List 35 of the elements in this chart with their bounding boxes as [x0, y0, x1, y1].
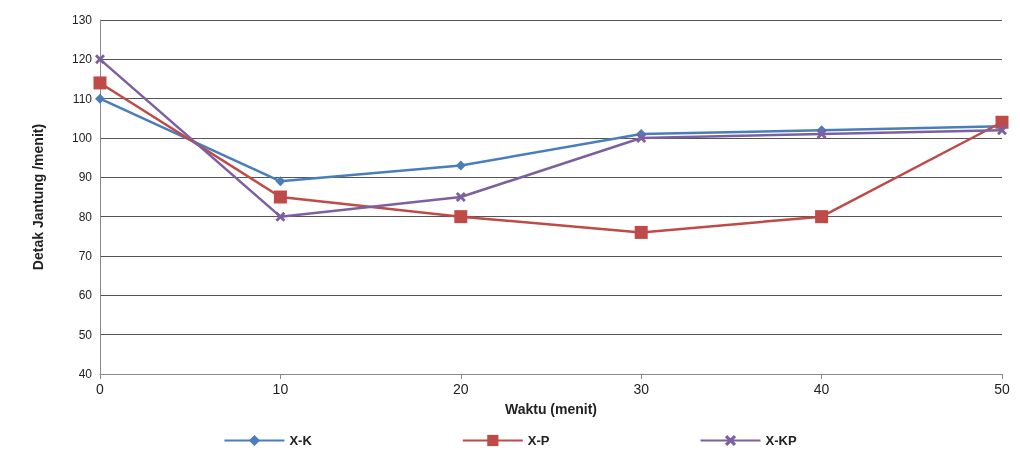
x-tick-label: 50 — [994, 381, 1010, 397]
point — [95, 93, 105, 104]
x-axis-title: Waktu (menit) — [504, 401, 598, 417]
point — [634, 225, 648, 239]
y-tick-label: 80 — [78, 209, 93, 224]
point — [455, 160, 466, 171]
point — [815, 210, 829, 224]
point — [636, 133, 647, 143]
x-tick-label: 40 — [813, 381, 830, 397]
y-axis-title: Detak Jantung /menit) — [30, 123, 46, 271]
legend-label: X-KP — [765, 433, 797, 448]
point — [816, 129, 827, 140]
y-tick-label: 100 — [71, 131, 93, 145]
legend-label: X-P — [527, 433, 550, 448]
point — [455, 192, 466, 202]
y-tick-label: 120 — [71, 52, 93, 67]
x-tick-label: 0 — [96, 381, 105, 397]
point — [95, 54, 105, 65]
point — [93, 76, 107, 90]
point — [275, 211, 286, 222]
point — [997, 125, 1007, 136]
x-tick-label: 30 — [633, 381, 650, 397]
x-tick-label: 10 — [272, 381, 289, 397]
x-tick-label: 20 — [453, 381, 469, 397]
y-tick-label: 90 — [78, 170, 93, 185]
y-tick-label: 130 — [71, 13, 93, 27]
y-tick-label: 60 — [78, 288, 93, 303]
y-tick-label: 70 — [78, 249, 93, 263]
point — [273, 190, 287, 204]
point — [275, 176, 286, 187]
y-tick-label: 110 — [72, 91, 93, 106]
y-tick-label: 40 — [78, 367, 93, 381]
y-tick-label: 50 — [78, 327, 93, 342]
legend-label: X-K — [289, 433, 313, 448]
point — [454, 210, 468, 224]
